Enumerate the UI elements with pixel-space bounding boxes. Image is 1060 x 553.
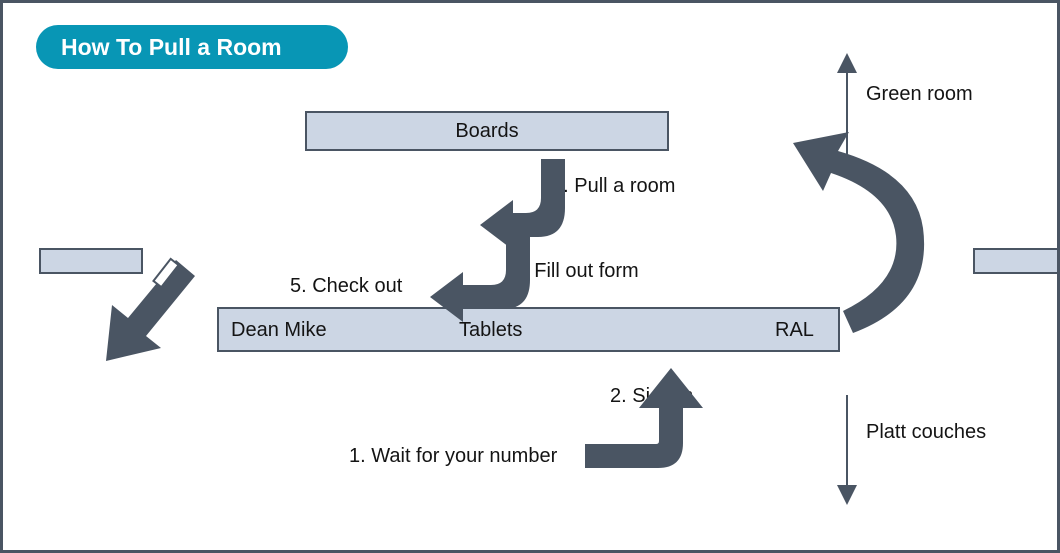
step-5-label: 5. Check out: [290, 275, 402, 298]
step-3-label: 3. Pull a room: [552, 175, 675, 198]
arrow-boards-down: [480, 159, 565, 250]
step-1-label: 1. Wait for your number: [349, 445, 557, 468]
main-dean-mike: Dean Mike: [231, 319, 327, 342]
arrow-step1-to-signin: [585, 368, 703, 468]
main-tablets: Tablets: [459, 319, 522, 342]
box-stub-right: [973, 248, 1060, 274]
platt-couches-label: Platt couches: [866, 421, 986, 444]
title-text: How To Pull a Room: [61, 34, 282, 61]
step-2-label: 2. Sign in: [610, 385, 693, 408]
box-stub-left: [39, 248, 143, 274]
step-4-label: 4. Fill out form: [512, 260, 639, 283]
title-pill: How To Pull a Room: [36, 25, 348, 69]
box-boards-label: Boards: [455, 120, 518, 143]
arrow-main-to-boards: [793, 132, 924, 333]
green-room-label: Green room: [866, 83, 973, 106]
box-boards: Boards: [305, 111, 669, 151]
diagram-frame: How To Pull a Room Boards Dean Mike Tabl…: [0, 0, 1060, 553]
main-ral: RAL: [775, 319, 814, 342]
arrow-checkout: [106, 259, 195, 361]
